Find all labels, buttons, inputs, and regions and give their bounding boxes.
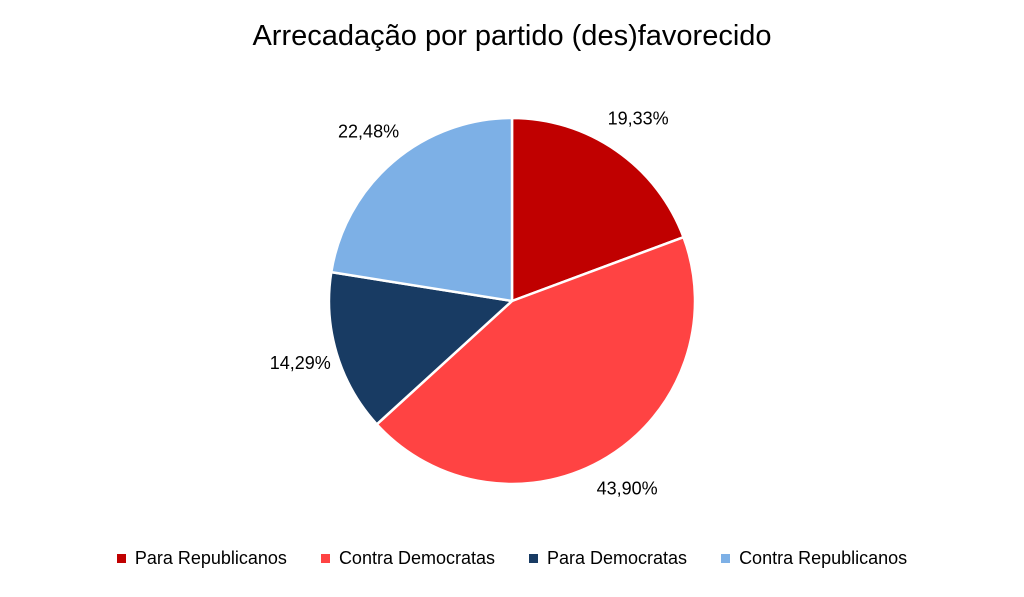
legend-item-para-democratas: Para Democratas: [529, 548, 687, 569]
legend-label: Para Republicanos: [134, 548, 287, 568]
legend-swatch: [320, 554, 330, 563]
legend: Para Republicanos Contra Democratas Para…: [0, 548, 1024, 569]
pie-slice-contra-democratas: [375, 235, 697, 486]
legend-item-contra-republicanos: Contra Republicanos: [721, 548, 907, 569]
legend-label: Para Democratas: [547, 548, 688, 568]
pie-slice-para-republicanos: [510, 116, 685, 303]
legend-swatch: [721, 554, 731, 563]
legend-label: Contra Republicanos: [739, 548, 908, 568]
pie-slice-contra-republicanos: [330, 116, 514, 303]
data-label-para-republicanos: 19,33%: [608, 108, 669, 128]
legend-swatch: [116, 554, 126, 563]
legend-item-contra-democratas: Contra Democratas: [320, 548, 495, 569]
legend-label: Contra Democratas: [338, 548, 495, 568]
data-label-para-democratas: 14,29%: [270, 353, 331, 373]
data-label-contra-democratas: 43,90%: [597, 478, 658, 498]
data-label-contra-republicanos: 22,48%: [338, 122, 399, 142]
legend-item-para-republicanos: Para Republicanos: [116, 548, 287, 569]
legend-swatch: [529, 554, 538, 563]
pie-slice-para-democratas: [327, 270, 514, 426]
chart-title: Arrecadação por partido (des)favorecido: [252, 20, 772, 52]
